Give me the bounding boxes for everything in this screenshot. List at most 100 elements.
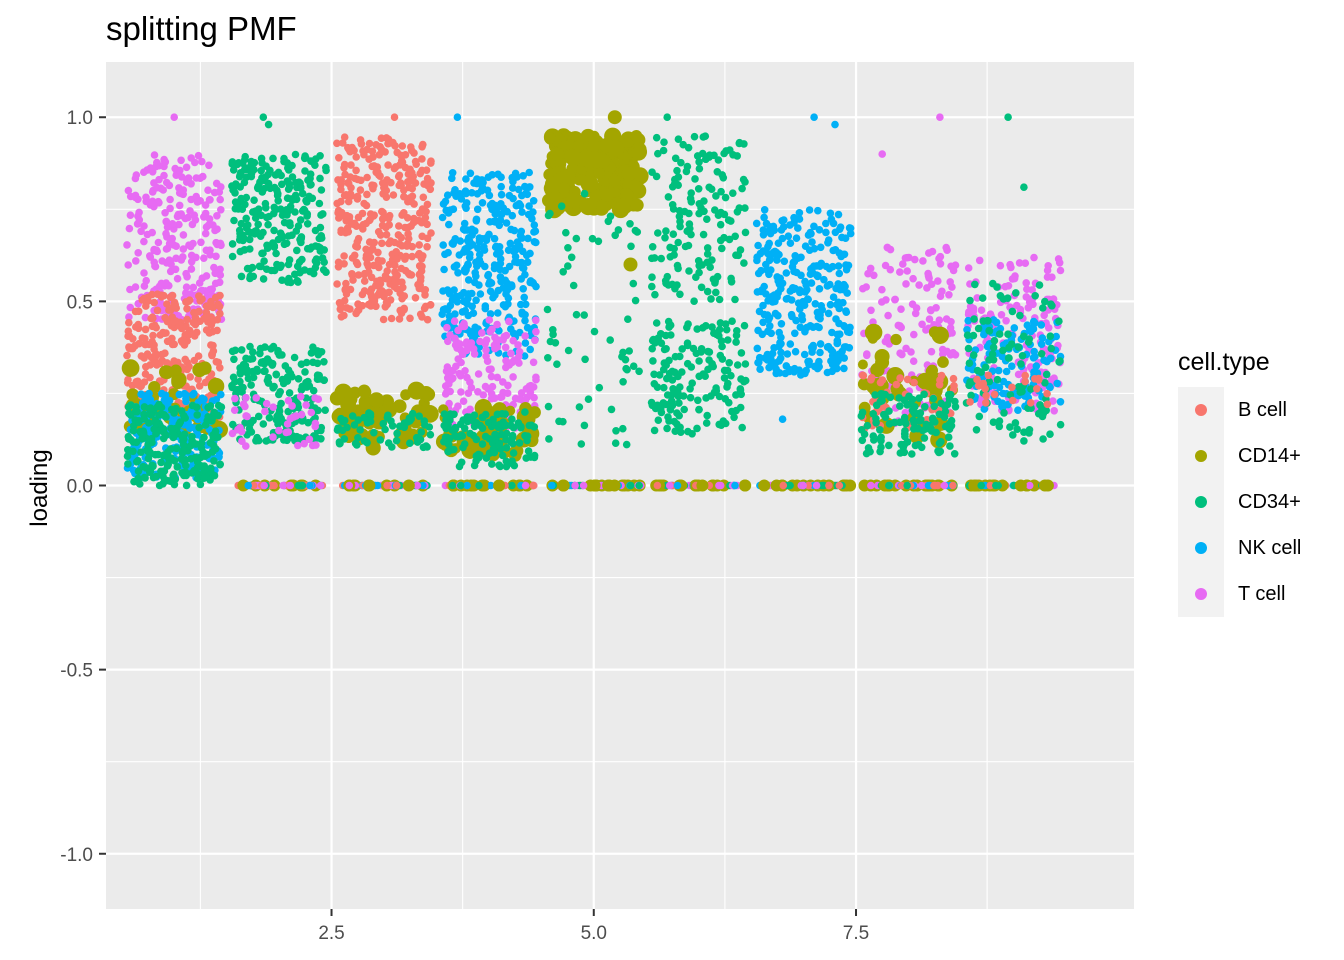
data-point <box>212 252 220 261</box>
data-point <box>923 284 931 292</box>
data-point <box>335 214 343 222</box>
data-point <box>374 228 383 236</box>
data-point <box>162 329 170 337</box>
data-point <box>714 156 723 164</box>
data-point <box>307 180 315 189</box>
data-point <box>217 206 225 214</box>
data-point <box>650 426 659 435</box>
data-point <box>1055 259 1064 267</box>
data-point <box>909 416 917 425</box>
data-point <box>997 311 1006 319</box>
data-point <box>146 468 154 477</box>
data-point <box>474 370 483 378</box>
data-point <box>186 242 195 251</box>
data-point <box>427 157 435 165</box>
data-point <box>677 158 685 167</box>
data-point <box>478 440 487 448</box>
data-point <box>178 469 186 477</box>
data-point <box>521 481 530 490</box>
data-point <box>817 302 825 310</box>
data-point <box>132 171 141 179</box>
data-point <box>350 251 359 260</box>
data-point <box>460 319 468 328</box>
data-point <box>985 326 993 335</box>
data-point <box>271 171 280 179</box>
data-point <box>451 310 459 318</box>
data-point <box>178 338 187 347</box>
data-point <box>180 435 188 444</box>
data-point <box>1037 350 1046 358</box>
data-point <box>965 359 974 368</box>
data-point <box>461 367 469 375</box>
legend-item-b-cell: B cell <box>1178 387 1301 433</box>
data-point <box>258 188 267 196</box>
data-point <box>651 290 659 299</box>
data-point <box>593 200 610 216</box>
data-point <box>193 198 202 206</box>
data-point <box>311 419 320 428</box>
data-point <box>391 261 399 270</box>
y-tick-label: 0.0 <box>67 477 93 498</box>
data-point <box>448 169 457 177</box>
data-point <box>294 278 302 286</box>
data-point <box>934 447 942 455</box>
data-point <box>507 349 515 358</box>
data-point <box>910 330 918 339</box>
data-point <box>366 410 375 418</box>
data-point <box>857 426 866 434</box>
data-point <box>178 173 186 181</box>
points <box>121 110 1065 492</box>
data-point <box>384 161 392 169</box>
data-point <box>774 239 783 247</box>
data-point <box>466 429 475 438</box>
data-point <box>418 262 426 271</box>
data-point <box>213 326 221 335</box>
data-point <box>264 379 273 387</box>
data-point <box>175 420 183 428</box>
data-point <box>387 417 395 425</box>
data-point <box>863 350 871 358</box>
data-point <box>468 225 476 234</box>
data-point <box>890 333 902 346</box>
data-point <box>502 429 511 438</box>
data-point <box>160 365 174 380</box>
data-point <box>404 269 413 278</box>
data-point <box>247 428 256 436</box>
data-point <box>622 364 630 373</box>
data-point <box>337 176 346 184</box>
data-point <box>795 215 804 223</box>
data-point <box>162 178 171 187</box>
data-point <box>815 285 824 293</box>
data-point <box>140 414 148 423</box>
data-point <box>333 139 341 148</box>
data-point <box>179 441 188 449</box>
data-point <box>929 394 938 403</box>
data-point <box>724 216 733 224</box>
data-point <box>557 479 570 492</box>
data-point <box>931 418 939 426</box>
data-point <box>284 366 293 375</box>
data-point <box>291 178 300 187</box>
data-point <box>400 186 408 194</box>
data-point <box>532 375 540 384</box>
data-point <box>370 394 384 408</box>
data-point <box>337 228 345 236</box>
data-point <box>896 268 904 276</box>
data-point <box>733 208 742 216</box>
data-point <box>836 330 844 339</box>
data-point <box>284 164 292 172</box>
data-point <box>135 216 144 224</box>
data-point <box>259 420 268 428</box>
data-point <box>340 396 357 413</box>
data-point <box>481 262 489 271</box>
data-point <box>1021 377 1029 386</box>
data-point <box>421 286 430 294</box>
data-point <box>402 479 415 492</box>
data-point <box>941 407 950 416</box>
data-point <box>378 239 386 248</box>
data-point <box>145 404 154 413</box>
data-point <box>202 272 211 280</box>
data-point <box>354 213 363 222</box>
data-point <box>193 411 201 419</box>
data-point <box>478 329 486 337</box>
